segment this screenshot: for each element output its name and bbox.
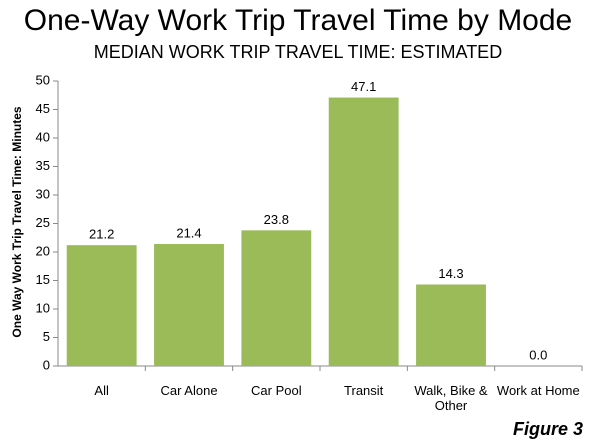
value-label: 21.2 bbox=[89, 227, 114, 242]
x-tick-label: Walk, Bike & Other bbox=[414, 383, 488, 413]
bar bbox=[241, 230, 312, 366]
x-tick-label: All bbox=[94, 383, 109, 398]
bar bbox=[66, 245, 137, 366]
y-tick-label: 10 bbox=[36, 300, 50, 315]
value-label: 0.0 bbox=[529, 347, 547, 362]
value-label: 23.8 bbox=[264, 212, 289, 227]
y-axis-label: One Way Work Trip Travel Time: Minutes bbox=[10, 106, 24, 337]
x-tick-label: Transit bbox=[344, 383, 384, 398]
value-label: 14.3 bbox=[438, 266, 463, 281]
y-tick-label: 15 bbox=[36, 272, 50, 287]
figure-label: Figure 3 bbox=[513, 419, 583, 439]
y-tick-label: 25 bbox=[36, 215, 50, 230]
y-tick-label: 40 bbox=[36, 129, 50, 144]
value-label: 47.1 bbox=[351, 79, 376, 94]
y-tick-label: 0 bbox=[43, 357, 50, 372]
chart-title: One-Way Work Trip Travel Time by Mode bbox=[24, 4, 572, 37]
value-label: 21.4 bbox=[176, 225, 201, 240]
x-tick-label: Car Pool bbox=[251, 383, 302, 398]
x-tick-label: Work at Home bbox=[496, 383, 580, 398]
chart-subtitle: MEDIAN WORK TRIP TRAVEL TIME: ESTIMATED bbox=[94, 42, 502, 62]
y-tick-label: 45 bbox=[36, 101, 50, 116]
bar bbox=[416, 284, 486, 366]
y-tick-label: 20 bbox=[36, 243, 50, 258]
bar bbox=[154, 244, 224, 366]
y-tick-label: 35 bbox=[36, 158, 50, 173]
y-tick-label: 50 bbox=[36, 72, 50, 87]
bar bbox=[328, 97, 399, 366]
y-tick-label: 30 bbox=[36, 186, 50, 201]
x-tick-label: Car Alone bbox=[160, 383, 218, 398]
y-tick-label: 5 bbox=[43, 329, 50, 344]
